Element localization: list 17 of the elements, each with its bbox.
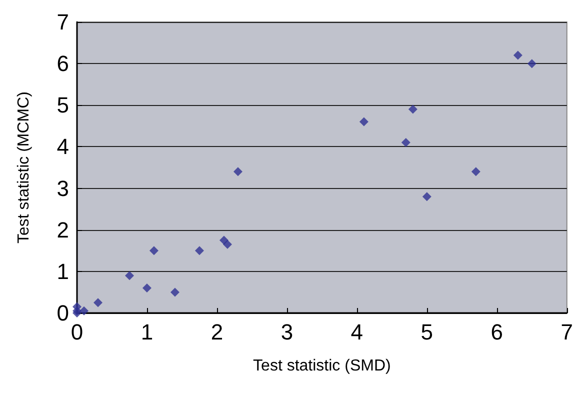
y-tick-label: 6 (56, 51, 69, 76)
x-tick-label: 1 (140, 320, 154, 344)
y-tick-label: 0 (56, 300, 69, 326)
y-tick-label: 3 (56, 176, 69, 201)
y-tick-label: 7 (56, 10, 69, 34)
y-tick-label: 5 (56, 92, 69, 118)
x-tick-label: 2 (210, 320, 224, 344)
y-tick-label: 1 (56, 258, 69, 284)
y-tick-label: 2 (56, 217, 69, 242)
x-tick-label: 3 (280, 320, 294, 344)
y-axis-title: Test statistic (MCMC) (16, 92, 32, 244)
x-tick-label: 4 (350, 320, 364, 344)
x-axis-title: Test statistic (SMD) (253, 358, 391, 374)
x-tick-label: 5 (420, 320, 434, 344)
y-tick-label: 4 (56, 134, 69, 160)
x-tick-label: 7 (560, 320, 574, 344)
x-tick-label: 6 (490, 320, 504, 344)
